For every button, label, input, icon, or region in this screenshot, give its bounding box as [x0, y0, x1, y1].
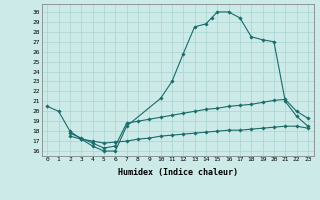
X-axis label: Humidex (Indice chaleur): Humidex (Indice chaleur)	[118, 168, 237, 177]
